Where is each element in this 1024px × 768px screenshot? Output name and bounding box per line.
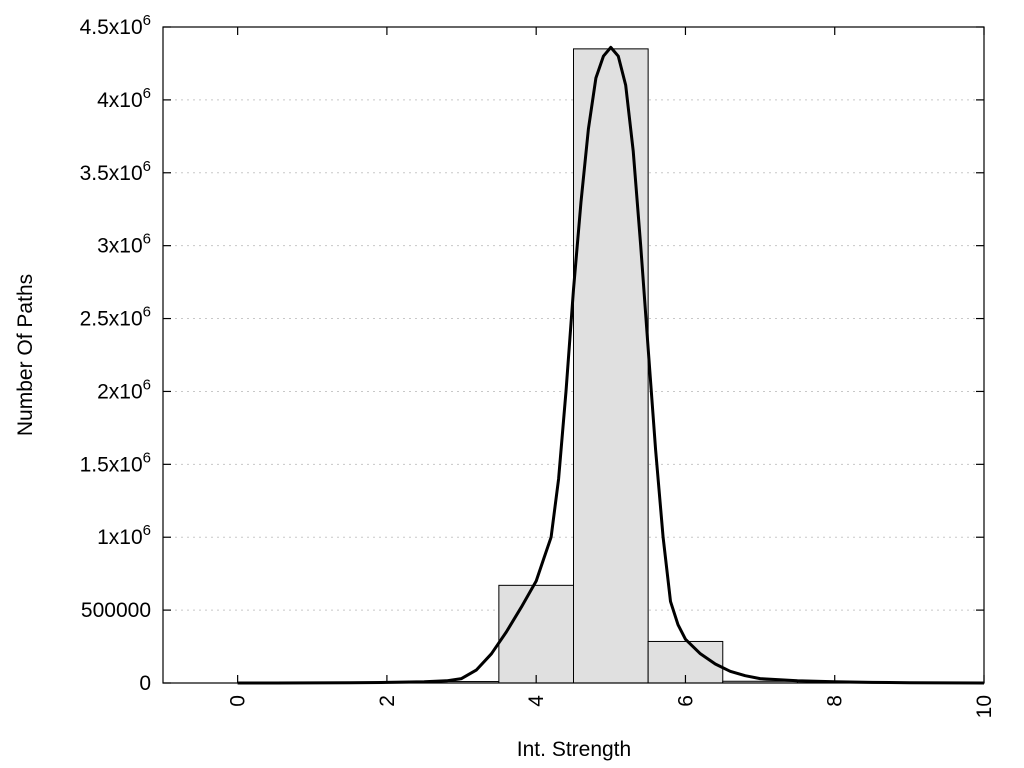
y-tick-label: 2.5x106 [80,304,151,331]
y-tick-label: 500000 [81,599,151,622]
x-tick-labels: 0 2 4 6 8 10 [227,695,996,719]
bars-layer [349,48,873,684]
plot-frame [162,26,985,684]
y-axis-title: Number Of Paths [14,274,37,436]
y-tick-label: 2x106 [97,376,151,403]
y-tick-labels: 0 500000 1x106 1.5x106 2x106 2.5x106 3x106 3.5x… [80,12,151,695]
x-tick-label: 10 [973,695,996,718]
histogram-bar [573,48,649,684]
x-tick-label: 6 [674,695,697,707]
x-tick-label: 4 [525,695,548,707]
x-tick-label: 2 [376,695,399,707]
x-axis-title: Int. Strength [517,738,631,761]
y-tick-label: 4.5x106 [80,12,151,39]
y-tick-label: 4x106 [97,85,151,112]
grid-layer [163,99,984,611]
ticks-layer [163,26,985,684]
fit-curve-line [237,45,985,685]
y-tick-label: 3x106 [97,231,151,258]
y-tick-label: 3.5x106 [80,158,151,185]
x-tick-label: 8 [824,695,847,707]
histogram-bar [498,584,575,684]
curve-layer [237,45,985,685]
y-tick-label: 1x106 [97,522,151,549]
y-tick-label: 1.5x106 [80,449,151,476]
y-tick-label: 0 [139,672,151,695]
x-tick-label: 0 [227,695,250,707]
